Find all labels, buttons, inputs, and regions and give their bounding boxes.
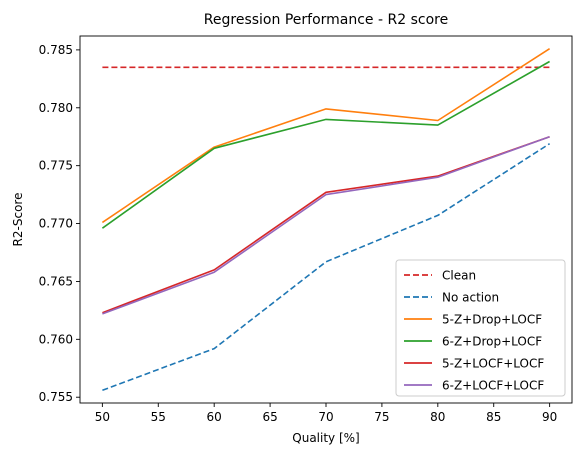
x-tick-label: 55 <box>151 410 166 424</box>
legend-entry: 5-Z+LOCF+LOCF <box>442 357 544 371</box>
legend-entry: 6-Z+LOCF+LOCF <box>442 379 544 393</box>
series-layer <box>101 48 551 392</box>
legend-entry: 5-Z+Drop+LOCF <box>442 313 542 327</box>
legend: Clean No action 5-Z+Drop+LOCF 6-Z+Drop+LOCF… <box>395 259 566 397</box>
x-axis-label: Quality [%] <box>292 431 359 445</box>
y-tick-label: 0.775 <box>39 159 73 173</box>
legend-entry: Clean <box>442 269 476 283</box>
y-tick-label: 0.770 <box>39 217 73 231</box>
y-tick-label: 0.785 <box>39 43 73 57</box>
y-tick-label: 0.755 <box>39 390 73 404</box>
legend-entry: No action <box>442 291 499 305</box>
x-tick-label: 65 <box>262 410 277 424</box>
x-tick-label: 80 <box>430 410 445 424</box>
y-tick-label: 0.760 <box>39 332 73 346</box>
x-tick-label: 70 <box>318 410 333 424</box>
series-line-3 <box>101 60 550 229</box>
series-line-2 <box>101 48 551 224</box>
y-tick-label: 0.780 <box>39 101 73 115</box>
series-line-1 <box>102 143 551 392</box>
x-tick-label: 75 <box>374 410 389 424</box>
x-tick-label: 90 <box>542 410 557 424</box>
y-axis-label: R2-Score <box>11 193 25 247</box>
y-tick-label: 0.765 <box>39 274 73 288</box>
legend-box <box>395 259 566 397</box>
chart-title: Regression Performance - R2 score <box>204 12 448 28</box>
x-tick-label: 50 <box>95 410 110 424</box>
x-axis-ticks: 50 55 60 65 70 75 80 85 90 <box>95 403 557 424</box>
y-axis-ticks: 0.755 0.760 0.765 0.770 0.775 0.780 0.785 <box>39 43 80 404</box>
x-tick-label: 85 <box>486 410 501 424</box>
legend-entry: 6-Z+Drop+LOCF <box>442 335 542 349</box>
series-line-5 <box>102 135 550 315</box>
x-tick-label: 60 <box>207 410 222 424</box>
